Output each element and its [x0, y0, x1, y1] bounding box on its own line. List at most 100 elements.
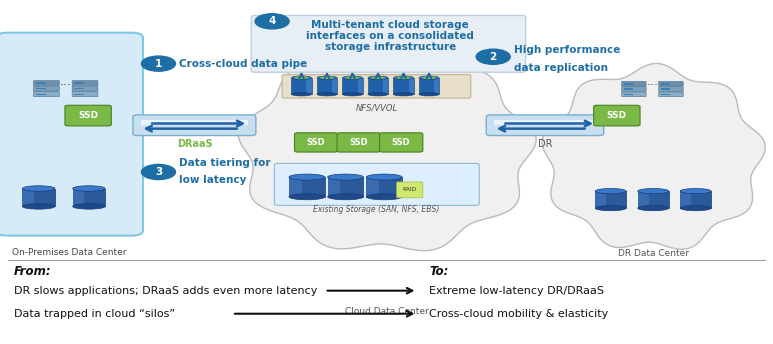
Bar	[595, 191, 626, 208]
Circle shape	[141, 164, 175, 180]
FancyBboxPatch shape	[72, 80, 98, 86]
Ellipse shape	[422, 76, 436, 79]
Bar	[317, 78, 337, 94]
Text: Data tiering for: Data tiering for	[179, 158, 271, 169]
Ellipse shape	[638, 205, 669, 211]
Bar	[680, 191, 711, 208]
Ellipse shape	[366, 194, 402, 200]
Text: NFS/VVOL: NFS/VVOL	[356, 103, 397, 112]
FancyBboxPatch shape	[380, 133, 423, 152]
Text: RAID: RAID	[403, 187, 417, 192]
Bar	[307, 78, 312, 94]
FancyBboxPatch shape	[295, 133, 338, 152]
Text: SSD: SSD	[392, 138, 410, 147]
Bar	[595, 191, 606, 208]
Ellipse shape	[289, 174, 325, 180]
Ellipse shape	[289, 194, 325, 200]
FancyBboxPatch shape	[594, 105, 640, 126]
Bar	[368, 78, 388, 94]
Bar	[73, 189, 105, 206]
Text: Cross-cloud data pipe: Cross-cloud data pipe	[179, 58, 308, 69]
Bar	[73, 189, 84, 206]
FancyBboxPatch shape	[72, 92, 98, 97]
Bar	[289, 177, 325, 197]
Ellipse shape	[320, 76, 334, 79]
Text: 2: 2	[489, 52, 497, 62]
Polygon shape	[542, 64, 765, 249]
Bar	[141, 120, 248, 125]
Ellipse shape	[371, 76, 385, 79]
Bar	[332, 78, 337, 94]
Text: low latency: low latency	[179, 175, 247, 185]
Text: 1: 1	[155, 58, 162, 69]
Bar	[494, 120, 596, 125]
Bar	[624, 88, 633, 90]
Bar	[661, 83, 670, 85]
Bar	[624, 83, 633, 85]
Text: ...: ...	[60, 75, 72, 88]
Ellipse shape	[680, 189, 711, 194]
Bar	[74, 83, 84, 84]
Text: SSD: SSD	[78, 111, 98, 120]
FancyBboxPatch shape	[0, 33, 143, 236]
Ellipse shape	[419, 76, 439, 79]
Text: Cloud Data Center: Cloud Data Center	[345, 307, 428, 316]
Ellipse shape	[638, 189, 669, 194]
Bar	[74, 94, 84, 95]
Text: SSD: SSD	[607, 111, 627, 120]
Ellipse shape	[366, 174, 402, 180]
Polygon shape	[238, 48, 536, 251]
Bar	[419, 78, 439, 94]
Text: data replication: data replication	[514, 63, 608, 73]
Circle shape	[476, 49, 510, 64]
FancyBboxPatch shape	[621, 92, 646, 97]
Ellipse shape	[342, 93, 363, 96]
Bar	[289, 177, 301, 197]
Ellipse shape	[73, 186, 105, 191]
Text: DRaaS: DRaaS	[177, 139, 213, 149]
Ellipse shape	[393, 76, 414, 79]
Text: Data trapped in cloud “silos”: Data trapped in cloud “silos”	[14, 309, 175, 319]
Ellipse shape	[368, 76, 388, 79]
Bar	[680, 191, 691, 208]
Text: DR slows applications; DRaaS adds even more latency: DR slows applications; DRaaS adds even m…	[14, 286, 317, 296]
Ellipse shape	[393, 93, 414, 96]
FancyBboxPatch shape	[133, 115, 256, 136]
Ellipse shape	[595, 189, 626, 194]
Text: SSD: SSD	[307, 138, 325, 147]
Bar	[291, 78, 312, 94]
Bar	[22, 189, 34, 206]
Text: On-Premises Data Center: On-Premises Data Center	[12, 248, 127, 257]
Text: 3: 3	[155, 167, 162, 177]
Text: Extreme low-latency DR/DRaaS: Extreme low-latency DR/DRaaS	[429, 286, 604, 296]
Ellipse shape	[346, 76, 359, 79]
Bar	[342, 78, 363, 94]
Circle shape	[255, 14, 289, 29]
Ellipse shape	[328, 194, 363, 200]
FancyBboxPatch shape	[397, 182, 423, 198]
FancyBboxPatch shape	[33, 86, 60, 91]
Bar	[74, 88, 84, 89]
FancyBboxPatch shape	[621, 82, 646, 86]
Bar	[22, 189, 55, 206]
Bar	[36, 83, 46, 84]
Bar	[434, 78, 439, 94]
Ellipse shape	[291, 76, 312, 79]
Ellipse shape	[419, 93, 439, 96]
Text: 4: 4	[268, 16, 276, 26]
Ellipse shape	[317, 76, 337, 79]
Bar	[638, 191, 669, 208]
Bar	[358, 78, 363, 94]
FancyBboxPatch shape	[65, 105, 111, 126]
Bar	[36, 88, 46, 89]
Ellipse shape	[317, 93, 337, 96]
FancyBboxPatch shape	[282, 75, 471, 98]
Circle shape	[141, 56, 175, 71]
FancyBboxPatch shape	[621, 87, 646, 92]
Text: High performance: High performance	[514, 45, 621, 55]
FancyBboxPatch shape	[33, 80, 60, 86]
Ellipse shape	[342, 76, 363, 79]
Text: To:: To:	[429, 265, 448, 278]
Ellipse shape	[328, 174, 363, 180]
FancyBboxPatch shape	[659, 87, 683, 92]
